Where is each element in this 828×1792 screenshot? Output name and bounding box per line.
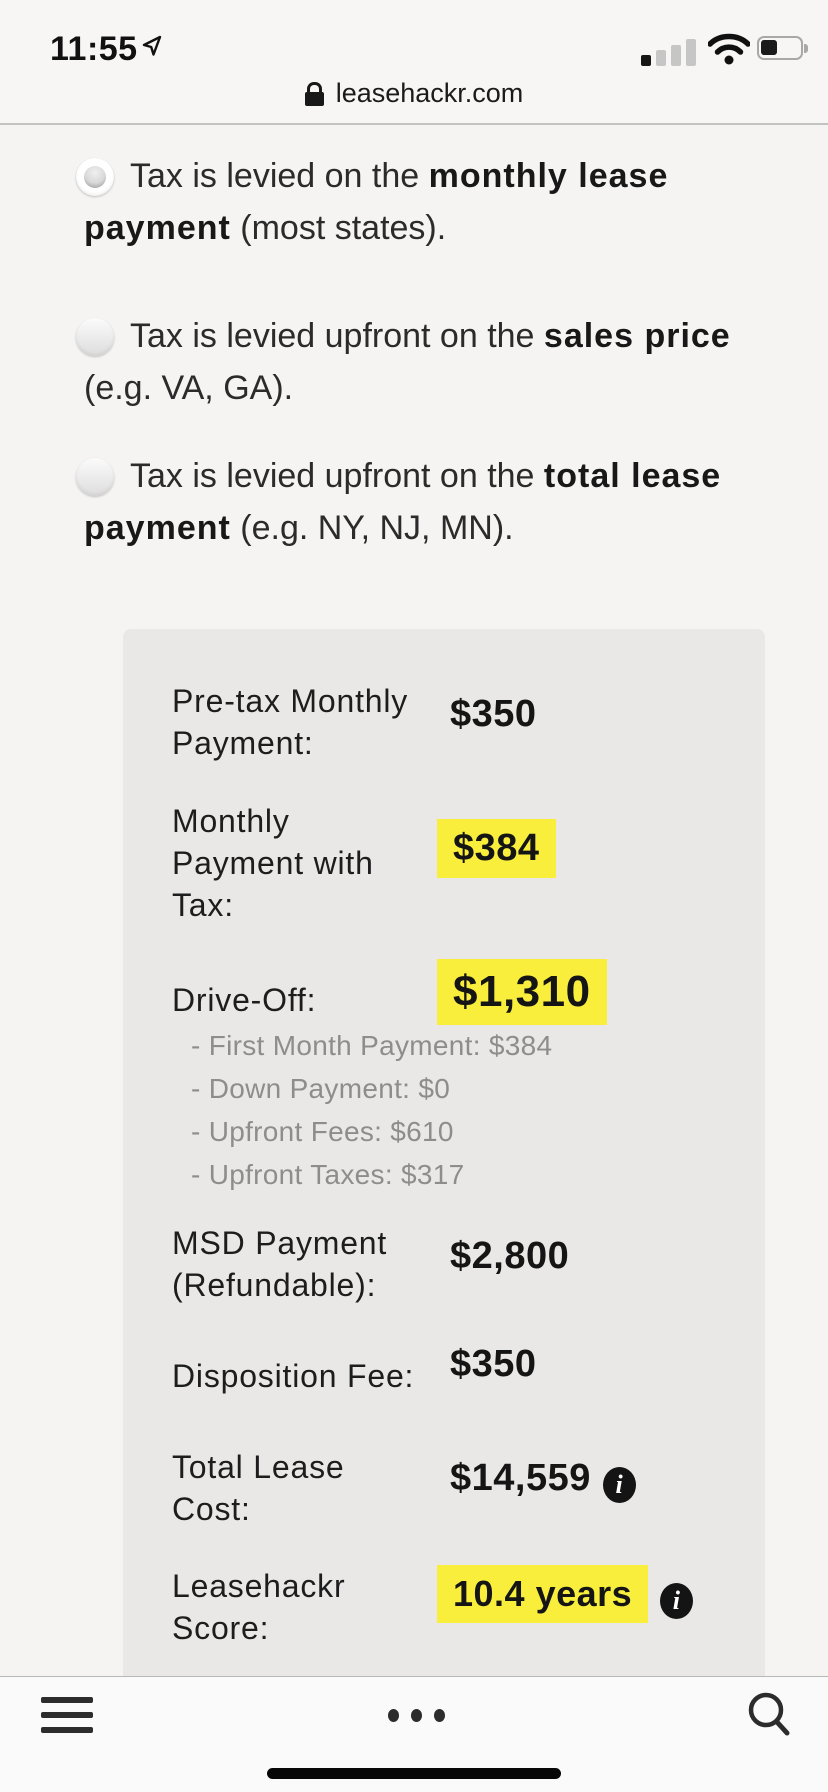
status-time: 11:55 (50, 30, 138, 68)
msd-payment-value: $2,800 (450, 1235, 570, 1277)
radio-sales-price[interactable] (76, 318, 114, 356)
breakdown-upfront-fees: - Upfront Fees: $610 (191, 1116, 454, 1147)
disposition-fee-value: $350 (450, 1343, 537, 1385)
lock-icon (304, 81, 324, 106)
pretax-monthly-payment-label: Pre-tax Monthly Payment: (172, 683, 409, 761)
breakdown-upfront-taxes: - Upfront Taxes: $317 (191, 1159, 465, 1190)
option-text-pre: Tax is levied on the (130, 157, 429, 195)
option-text-post: (e.g. VA, GA). (84, 369, 294, 407)
drive-off-label: Drive-Off: (172, 982, 317, 1018)
option-text-bold: sales price (543, 317, 731, 355)
total-lease-cost-label: Total Lease Cost: (172, 1449, 345, 1527)
battery-icon (757, 36, 808, 60)
value-text: $14,559 (450, 1457, 591, 1499)
location-arrow-icon (140, 34, 164, 63)
cellular-signal-icon (641, 38, 701, 66)
radio-total-lease-payment[interactable] (76, 458, 114, 496)
highlighted-value: 10.4 years (437, 1565, 649, 1623)
wifi-icon (707, 32, 751, 70)
option-text-post: (e.g. NY, NJ, MN). (230, 509, 514, 547)
radio-monthly-lease-payment[interactable] (76, 158, 114, 196)
breakdown-first-month: - First Month Payment: $384 (191, 1030, 553, 1061)
pretax-monthly-payment-value: $350 (450, 693, 537, 735)
option-text-post: (most states). (230, 209, 447, 247)
option-text-pre: Tax is levied upfront on the (130, 457, 544, 495)
option-text-bold: total lease payment (84, 457, 722, 547)
browser-header: 11:55 leasehackr.com (0, 0, 828, 125)
breakdown-down-payment: - Down Payment: $0 (191, 1073, 451, 1104)
menu-icon[interactable] (41, 1697, 93, 1733)
address-bar[interactable]: leasehackr.com (0, 78, 828, 113)
msd-payment-label: MSD Payment (Refundable): (172, 1225, 388, 1303)
leasehackr-score-value: 10.4 years i (437, 1565, 694, 1623)
status-bar: 11:55 (0, 28, 828, 72)
home-indicator[interactable] (267, 1768, 561, 1779)
monthly-payment-with-tax-label: Monthly Payment with Tax: (172, 803, 374, 923)
highlighted-value: $1,310 (437, 959, 607, 1025)
search-icon[interactable] (743, 1688, 795, 1745)
info-icon[interactable]: i (660, 1583, 694, 1619)
option-text-pre: Tax is levied upfront on the (130, 317, 544, 355)
drive-off-breakdown: - First Month Payment: $384 - Down Payme… (191, 1024, 552, 1196)
tax-option-monthly: Tax is levied on the monthly lease payme… (76, 150, 760, 254)
disposition-fee-label: Disposition Fee: (172, 1358, 415, 1394)
info-icon[interactable]: i (602, 1467, 636, 1503)
calculator-results-panel: Pre-tax Monthly Payment: $350 Monthly Pa… (123, 629, 765, 1676)
tax-option-total-lease: Tax is levied upfront on the total lease… (76, 450, 760, 554)
leasehackr-score-label: Leasehackr Score: (172, 1568, 346, 1646)
monthly-payment-with-tax-value: $384 (437, 819, 556, 878)
tax-option-sales-price: Tax is levied upfront on the sales price… (76, 310, 760, 414)
drive-off-value: $1,310 (437, 959, 607, 1025)
option-text-bold: monthly lease payment (84, 157, 669, 247)
total-lease-cost-value: $14,559 i (450, 1457, 636, 1503)
more-icon[interactable] (388, 1709, 446, 1723)
url-domain: leasehackr.com (335, 78, 524, 108)
highlighted-value: $384 (437, 819, 556, 878)
